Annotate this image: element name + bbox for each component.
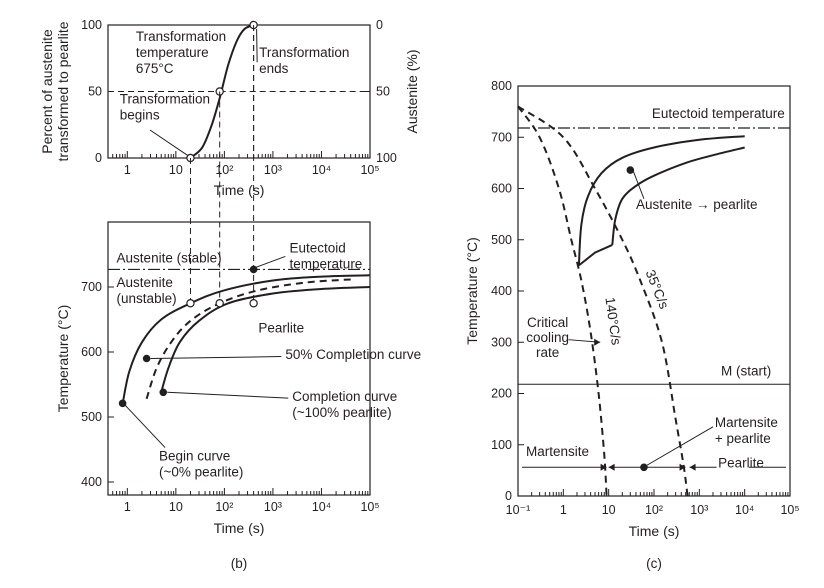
c-panel-label: (c) (646, 556, 662, 571)
top-y-axis-label-left: Percent of austenitetransformed to pearl… (39, 21, 71, 161)
c-y-tick-label: 500 (491, 233, 512, 247)
top-y-tick-label-right: 0 (376, 18, 383, 32)
c-annotation-1: Austenite → pearlite (636, 197, 758, 212)
c-y-tick-label: 100 (491, 438, 512, 452)
b-annotation-0: Austenite (stable) (117, 250, 222, 265)
c-x-tick-label: 10⁻¹ (506, 503, 531, 517)
top-y-tick-label-left: 50 (88, 85, 102, 99)
c-curve-2 (578, 243, 613, 267)
b-curve-2 (160, 286, 371, 393)
c-x-tick-label: 10² (645, 503, 663, 517)
c-aus-pearlite-leader (632, 170, 645, 199)
top-y-tick-label-left: 100 (81, 18, 102, 32)
c-annotation-0: Eutectoid temperature (652, 106, 785, 121)
c-annotation-5: M (start) (721, 364, 771, 379)
b-y-tick-label: 700 (81, 280, 102, 294)
c-annotation-4: Critical cooling rate (526, 315, 569, 360)
b-y-tick-label: 400 (81, 475, 102, 489)
c-curve-3 (517, 105, 608, 497)
c-annotation-7: Martensite (526, 444, 589, 459)
b-annotation-4: 50% Completion curve (285, 347, 421, 362)
b-x-tick-label: 1 (124, 500, 131, 514)
top-y-axis-label-right: Austenite (%) (404, 49, 420, 133)
c-y-tick-label: 200 (491, 387, 512, 401)
b-annotation-1: Eutectoid temperature (290, 241, 363, 272)
c-critical-arrowhead (594, 338, 601, 346)
b-x-axis-label: Time (s) (214, 520, 265, 536)
b-panel-label: (b) (231, 556, 248, 571)
c-pearlite-arrowhead (689, 463, 696, 471)
c-y-axis-label: Temperature (°C) (464, 237, 480, 345)
c-y-tick-label: 800 (491, 79, 512, 93)
c-annotation-6: Martensite + pearlite (715, 415, 778, 446)
c-x-tick-label: 10³ (690, 503, 708, 517)
b-y-tick-label: 500 (81, 410, 102, 424)
b-x-tick-label: 10 (169, 500, 183, 514)
b-x-tick-label: 10³ (264, 500, 282, 514)
top-begins-leader (149, 129, 188, 156)
top-transformation-curve (189, 24, 255, 159)
b-data-point-5 (142, 354, 151, 363)
b-annotation-3: Pearlite (258, 321, 304, 336)
b-completion-leader (167, 391, 289, 399)
b-annotation-5: Completion curve (~100% pearlite) (292, 389, 397, 420)
top-y-tick-label-right: 50 (376, 85, 390, 99)
b-begin-leader (124, 404, 166, 448)
top-ends-leader (256, 28, 258, 63)
top-x-tick-label: 1 (124, 163, 131, 177)
top-x-tick-label: 10 (169, 163, 183, 177)
top-annotation-1: Transformation ends (259, 45, 349, 76)
c-x-tick-label: 1 (560, 503, 567, 517)
b-y-tick-label: 600 (81, 345, 102, 359)
b-data-point-0 (118, 399, 127, 408)
b-eutectoid-leader (255, 255, 286, 268)
c-x-tick-label: 10⁴ (735, 503, 754, 517)
c-y-tick-label: 600 (491, 182, 512, 196)
b-x-tick-label: 10² (215, 500, 233, 514)
c-annotation-3: 140°C/s (602, 296, 624, 346)
c-y-tick-label: 0 (505, 489, 512, 503)
top-y-tick-label-left: 0 (95, 151, 102, 165)
c-martensite-arrowhead (600, 463, 607, 471)
c-x-tick-label: 10 (602, 503, 616, 517)
top-annotation-0: Transformation temperature 675°C (136, 29, 226, 76)
b-curve-1 (145, 278, 356, 400)
c-mp-arrow-left (608, 463, 615, 471)
top-x-tick-label: 10³ (264, 163, 282, 177)
b-50-leader (150, 356, 282, 359)
c-curve-1 (611, 146, 745, 246)
c-x-axis-label: Time (s) (629, 523, 680, 539)
b-annotation-6: Begin curve (~0% pearlite) (159, 449, 243, 480)
c-annotation-2: 35°C/s (643, 268, 672, 312)
b-data-point-4 (249, 265, 258, 274)
b-x-tick-label: 10⁵ (360, 500, 379, 514)
top-x-tick-label: 10² (215, 163, 233, 177)
top-x-tick-label: 10⁵ (360, 163, 379, 177)
top-y-tick-label-right: 100 (376, 151, 397, 165)
top-x-tick-label: 10⁴ (312, 163, 331, 177)
b-data-point-1 (186, 299, 195, 308)
c-y-tick-label: 400 (491, 284, 512, 298)
c-y-tick-label: 300 (491, 335, 512, 349)
c-data-point-0 (626, 166, 635, 174)
c-y-tick-label: 700 (491, 130, 512, 144)
c-mp-leader (646, 426, 714, 466)
b-data-point-2 (215, 299, 224, 308)
top-x-axis-label: Time (s) (214, 182, 265, 198)
c-annotation-8: Pearlite (718, 455, 764, 470)
b-annotation-2: Austenite (unstable) (117, 275, 177, 306)
c-curve-4 (517, 105, 689, 497)
b-y-axis-label: Temperature (°C) (55, 305, 71, 413)
b-data-point-6 (159, 388, 168, 397)
c-x-tick-label: 10⁵ (780, 503, 799, 517)
c-curve-0 (577, 135, 745, 266)
c-mp-arrow-right (679, 463, 686, 471)
top-annotation-2: Transformation begins (120, 91, 210, 122)
b-data-point-3 (249, 299, 258, 308)
b-x-tick-label: 10⁴ (312, 500, 331, 514)
